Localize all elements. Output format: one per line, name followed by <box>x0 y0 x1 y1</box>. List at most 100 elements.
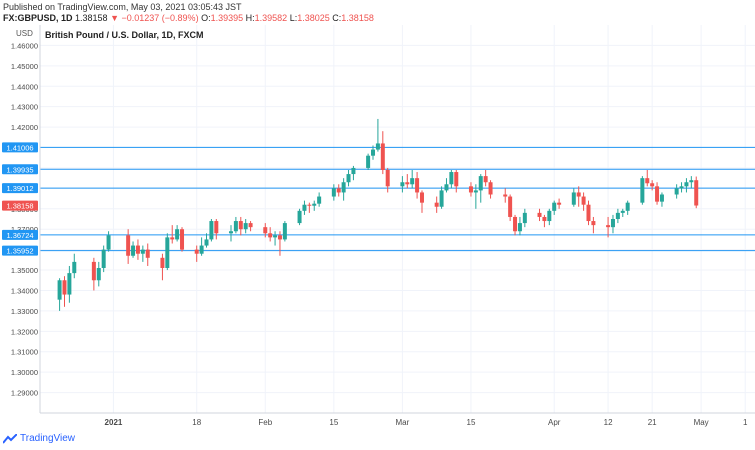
candle[interactable] <box>273 231 278 246</box>
candle[interactable] <box>552 200 557 215</box>
candle[interactable] <box>277 231 282 256</box>
candle[interactable] <box>297 208 302 226</box>
candle[interactable] <box>419 190 424 213</box>
candle[interactable] <box>238 216 243 236</box>
candle[interactable] <box>263 223 268 238</box>
candle[interactable] <box>180 227 185 252</box>
candle[interactable] <box>135 239 140 260</box>
candle[interactable] <box>610 214 615 234</box>
candle[interactable] <box>385 167 390 193</box>
candle[interactable] <box>679 182 684 193</box>
candle[interactable] <box>351 165 356 181</box>
candle[interactable] <box>106 231 111 252</box>
candle[interactable] <box>508 194 513 222</box>
candle[interactable] <box>591 216 596 234</box>
candle[interactable] <box>366 153 371 170</box>
candle[interactable] <box>513 214 518 236</box>
published-line: Published on TradingView.com, May 03, 20… <box>3 2 242 12</box>
candle[interactable] <box>145 243 150 266</box>
candle[interactable] <box>312 200 317 211</box>
candle[interactable] <box>336 184 341 197</box>
candle[interactable] <box>576 186 581 207</box>
candle[interactable] <box>503 188 508 203</box>
candle[interactable] <box>243 219 248 234</box>
candle[interactable] <box>606 216 611 238</box>
candle[interactable] <box>655 182 660 205</box>
candle[interactable] <box>91 257 96 291</box>
candle[interactable] <box>380 131 385 175</box>
candle[interactable] <box>165 233 170 271</box>
candle[interactable] <box>101 245 106 273</box>
chart-area[interactable]: 1.46000 1.45000 1.44000 1.43000 1.42000 1.410… <box>0 25 755 430</box>
candle[interactable] <box>434 196 439 213</box>
candle[interactable] <box>371 145 376 160</box>
footer-brand[interactable]: TradingView <box>3 433 75 444</box>
candle[interactable] <box>194 245 199 262</box>
candle[interactable] <box>488 180 493 199</box>
candle[interactable] <box>233 216 238 234</box>
candle[interactable] <box>375 118 380 152</box>
candle[interactable] <box>674 184 679 199</box>
candle[interactable] <box>415 172 420 199</box>
candle[interactable] <box>581 192 586 211</box>
candle[interactable] <box>96 261 101 287</box>
candle[interactable] <box>302 200 307 215</box>
candle[interactable] <box>72 253 77 279</box>
candle[interactable] <box>645 169 650 187</box>
candle[interactable] <box>209 219 214 242</box>
candle[interactable] <box>483 169 488 187</box>
candle[interactable] <box>571 188 576 207</box>
candle[interactable] <box>140 245 145 262</box>
candle[interactable] <box>67 265 72 303</box>
candle[interactable] <box>684 178 689 193</box>
candle[interactable] <box>62 276 67 307</box>
candle[interactable] <box>659 192 664 207</box>
candle[interactable] <box>522 208 527 228</box>
candle[interactable] <box>170 225 175 244</box>
candle[interactable] <box>307 202 312 213</box>
candle[interactable] <box>625 200 630 215</box>
candle[interactable] <box>478 174 483 203</box>
candle[interactable] <box>175 225 180 242</box>
candle[interactable] <box>615 208 620 224</box>
candle[interactable] <box>454 169 459 193</box>
candle[interactable] <box>517 216 522 236</box>
candle[interactable] <box>228 225 233 242</box>
candle[interactable] <box>410 169 415 189</box>
candle[interactable] <box>126 229 131 264</box>
candle[interactable] <box>317 192 322 207</box>
candle[interactable] <box>57 278 62 311</box>
candle[interactable] <box>341 178 346 201</box>
candle[interactable] <box>400 176 405 193</box>
candle[interactable] <box>473 184 478 209</box>
candle[interactable] <box>689 176 694 189</box>
candlestick-chart[interactable]: 1.46000 1.45000 1.44000 1.43000 1.42000 1.410… <box>0 25 755 430</box>
candle[interactable] <box>282 221 287 242</box>
candle[interactable] <box>449 169 454 189</box>
candle[interactable] <box>542 214 547 228</box>
candle[interactable] <box>160 253 165 281</box>
candle[interactable] <box>214 219 219 240</box>
candle[interactable] <box>586 200 591 226</box>
candle[interactable] <box>439 186 444 209</box>
candle[interactable] <box>204 233 209 248</box>
candle-body <box>488 182 493 195</box>
candle-body <box>513 216 518 232</box>
candle[interactable] <box>199 237 204 256</box>
candle[interactable] <box>468 182 473 197</box>
candle[interactable] <box>640 176 645 205</box>
candle[interactable] <box>620 208 625 217</box>
candle[interactable] <box>346 169 351 187</box>
candle[interactable] <box>268 227 273 242</box>
candle[interactable] <box>405 174 410 189</box>
candle[interactable] <box>444 178 449 193</box>
candle[interactable] <box>547 208 552 226</box>
candle[interactable] <box>331 184 336 201</box>
candle[interactable] <box>557 198 562 209</box>
candle[interactable] <box>248 221 253 232</box>
candle[interactable] <box>650 180 655 191</box>
candle-body <box>625 202 630 211</box>
candle[interactable] <box>694 176 699 209</box>
candle[interactable] <box>131 241 136 258</box>
candle[interactable] <box>537 208 542 222</box>
